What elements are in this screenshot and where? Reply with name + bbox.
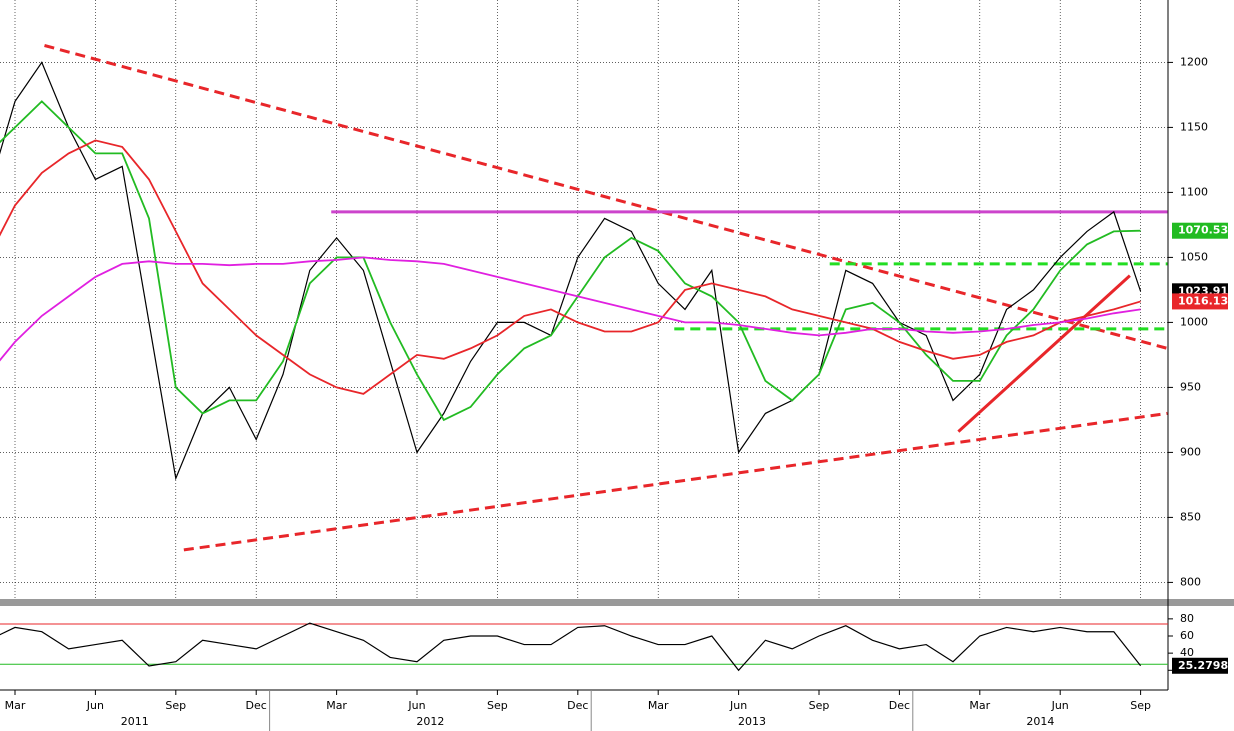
year-label: 2014 bbox=[1026, 715, 1054, 728]
series-line bbox=[0, 139, 1141, 395]
y-tick-label: 1200 bbox=[1180, 55, 1208, 68]
trendline bbox=[44, 44, 1168, 350]
x-tick-label: Jun bbox=[1051, 699, 1069, 712]
x-tick-label: Dec bbox=[889, 699, 910, 712]
x-tick-label: Sep bbox=[165, 699, 186, 712]
y-tick-label: 1000 bbox=[1180, 315, 1208, 328]
x-tick-label: Mar bbox=[648, 699, 669, 712]
year-label: 2012 bbox=[416, 715, 444, 728]
x-tick-label: Jun bbox=[407, 699, 425, 712]
last-value-box bbox=[1172, 222, 1228, 239]
y-tick-label: 800 bbox=[1180, 575, 1201, 588]
y-tick-label: 40 bbox=[1180, 646, 1194, 659]
series-line bbox=[0, 622, 1142, 672]
x-tick-label: Mar bbox=[5, 699, 26, 712]
year-label: 2011 bbox=[121, 715, 149, 728]
last-value-label: 25.2798 bbox=[1178, 659, 1228, 672]
x-tick-label: Sep bbox=[487, 699, 508, 712]
x-tick-label: Sep bbox=[1130, 699, 1151, 712]
x-tick-label: Jun bbox=[729, 699, 747, 712]
y-tick-label: 850 bbox=[1180, 510, 1201, 523]
series-line bbox=[0, 61, 1142, 481]
last-value-box bbox=[1172, 293, 1228, 310]
y-tick-label: 1100 bbox=[1180, 185, 1208, 198]
x-tick-label: Jun bbox=[86, 699, 104, 712]
trendline bbox=[183, 411, 1168, 552]
last-value-label: 1016.13 bbox=[1178, 294, 1228, 307]
y-tick-label: 1150 bbox=[1180, 120, 1208, 133]
year-label: 2013 bbox=[738, 715, 766, 728]
last-value-label: 1070.53 bbox=[1178, 224, 1228, 237]
x-tick-label: Dec bbox=[246, 699, 267, 712]
panel-separator bbox=[0, 599, 1234, 606]
x-tick-label: Dec bbox=[567, 699, 588, 712]
y-tick-label: 60 bbox=[1180, 629, 1194, 642]
x-tick-label: Mar bbox=[969, 699, 990, 712]
series-line bbox=[0, 256, 1141, 362]
y-tick-label: 80 bbox=[1180, 612, 1194, 625]
y-tick-label: 1050 bbox=[1180, 250, 1208, 263]
last-value-box bbox=[1172, 657, 1228, 674]
trendline bbox=[957, 274, 1131, 433]
y-tick-label: 900 bbox=[1180, 445, 1201, 458]
x-tick-label: Sep bbox=[809, 699, 830, 712]
y-tick-label: 950 bbox=[1180, 380, 1201, 393]
x-tick-label: Mar bbox=[326, 699, 347, 712]
